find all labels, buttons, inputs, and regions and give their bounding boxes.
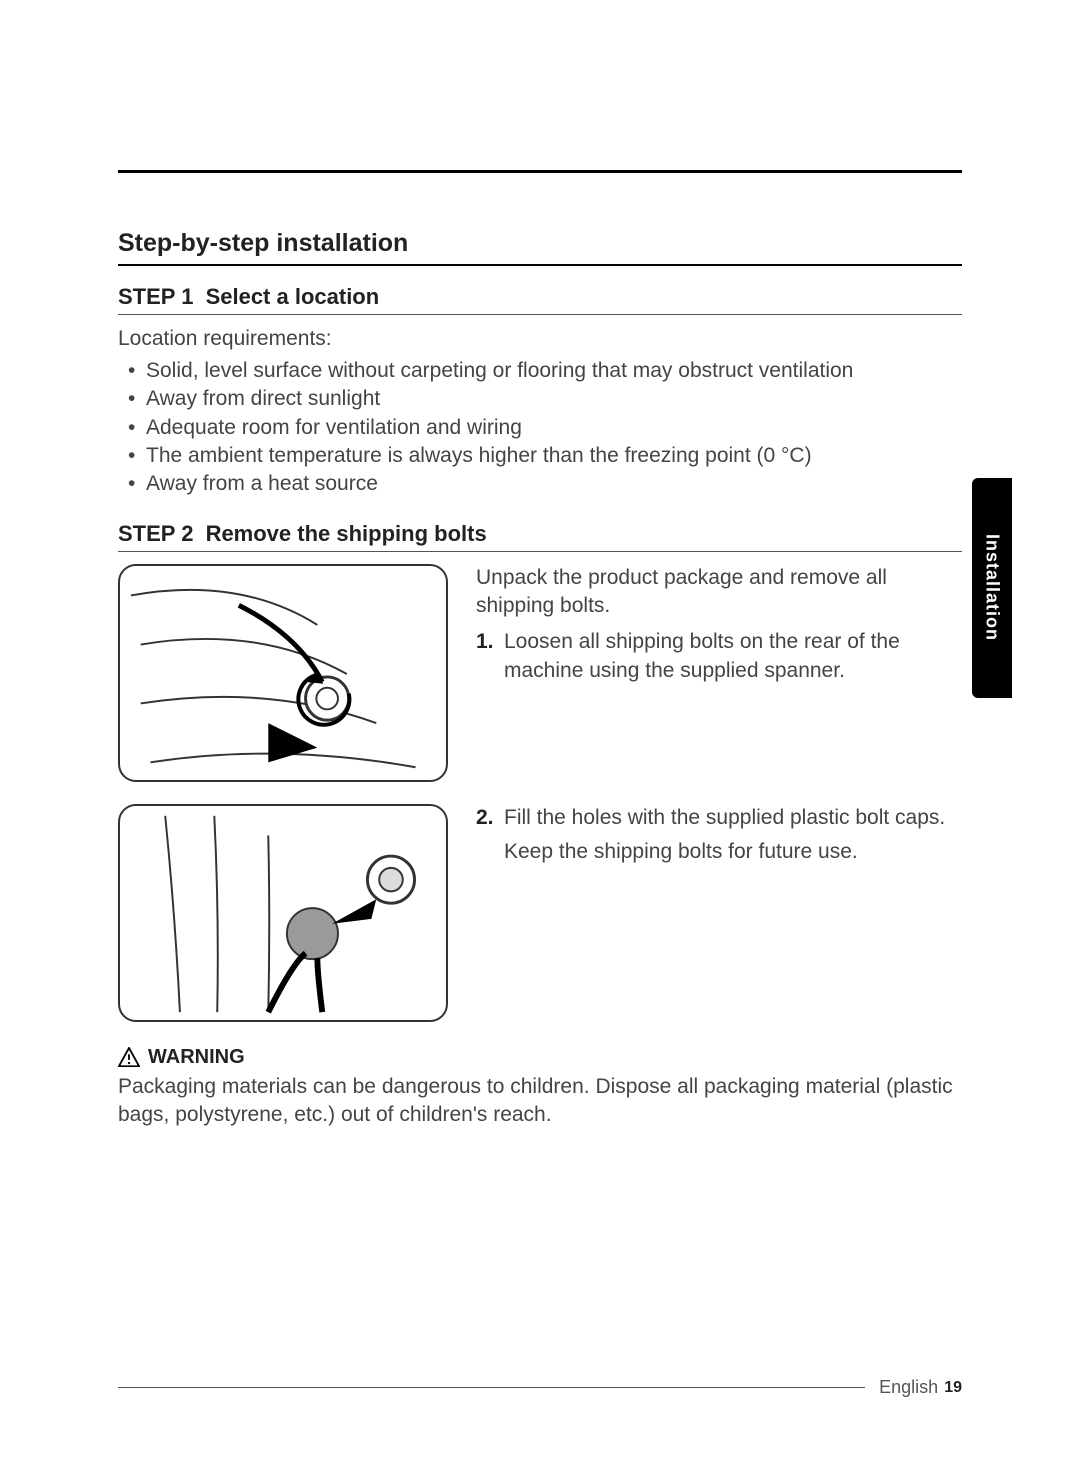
list-item: The ambient temperature is always higher…: [118, 442, 962, 470]
step2-row-2: 2.Fill the holes with the supplied plast…: [118, 804, 962, 1022]
footer-rule: [118, 1387, 865, 1388]
step2-text-2: 2.Fill the holes with the supplied plast…: [476, 804, 962, 875]
illustration-bolt-caps: [118, 804, 448, 1022]
step2-intro: Unpack the product package and remove al…: [476, 564, 962, 621]
warning-label: WARNING: [148, 1046, 245, 1069]
footer-page-number: 19: [944, 1379, 962, 1397]
warning-triangle-icon: [118, 1047, 140, 1067]
diagram-cap-icon: [120, 806, 446, 1020]
step1-num: 1: [181, 284, 193, 309]
step2-heading: STEP 2 Remove the shipping bolts: [118, 521, 962, 552]
ordered-step-1: 1.Loosen all shipping bolts on the rear …: [476, 628, 962, 685]
page-footer: English 19: [118, 1377, 962, 1398]
warning-heading: WARNING: [118, 1046, 962, 1069]
step2-label: Remove the shipping bolts: [206, 521, 487, 546]
step1-prefix: STEP: [118, 284, 175, 309]
list-item: Away from direct sunlight: [118, 385, 962, 413]
step1-lead: Location requirements:: [118, 327, 962, 351]
step1-label: Select a location: [206, 284, 380, 309]
list-item: Away from a heat source: [118, 470, 962, 498]
step1-heading: STEP 1 Select a location: [118, 284, 962, 315]
step2-block: Unpack the product package and remove al…: [118, 564, 962, 1022]
step2-text-1: Unpack the product package and remove al…: [476, 564, 962, 691]
diagram-spanner-icon: [120, 566, 446, 780]
section-title: Step-by-step installation: [118, 229, 962, 266]
step2-num: 2: [181, 521, 193, 546]
step2-prefix: STEP: [118, 521, 175, 546]
step2-note: Keep the shipping bolts for future use.: [476, 838, 962, 866]
list-item: Adequate room for ventilation and wiring: [118, 414, 962, 442]
page-content: Step-by-step installation STEP 1 Select …: [0, 0, 1080, 1129]
ordered-step-2: 2.Fill the holes with the supplied plast…: [476, 804, 962, 832]
step1-requirements: Solid, level surface without carpeting o…: [118, 357, 962, 499]
illustration-loosen-bolts: [118, 564, 448, 782]
warning-block: WARNING Packaging materials can be dange…: [118, 1046, 962, 1130]
footer-lang: English: [879, 1377, 938, 1398]
step2-row-1: Unpack the product package and remove al…: [118, 564, 962, 782]
warning-text: Packaging materials can be dangerous to …: [118, 1073, 962, 1130]
top-rule: [118, 170, 962, 173]
list-item: Solid, level surface without carpeting o…: [118, 357, 962, 385]
